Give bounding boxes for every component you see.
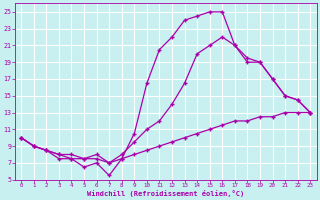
X-axis label: Windchill (Refroidissement éolien,°C): Windchill (Refroidissement éolien,°C): [87, 190, 244, 197]
